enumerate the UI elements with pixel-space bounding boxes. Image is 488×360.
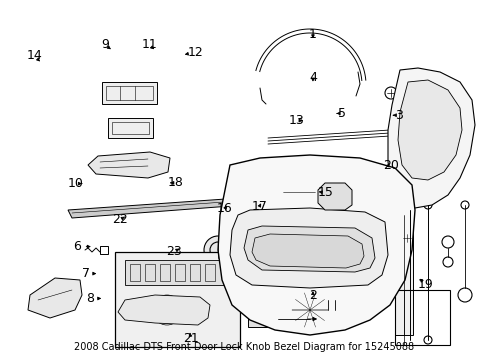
Bar [409,95,449,117]
Polygon shape [251,234,363,268]
Polygon shape [118,295,209,325]
Bar [319,310,337,328]
Bar [125,260,224,285]
Text: 15: 15 [317,186,332,199]
Text: 21: 21 [183,332,198,345]
Text: 22: 22 [112,213,127,226]
Text: 20: 20 [383,159,398,172]
Text: 3: 3 [394,109,402,122]
Text: 16: 16 [217,202,232,215]
Text: 7: 7 [81,267,89,280]
Polygon shape [317,183,351,210]
Bar [160,264,170,281]
Bar [247,312,278,327]
Bar [394,215,412,335]
Text: 1: 1 [308,28,316,41]
Text: 17: 17 [251,201,266,213]
Polygon shape [397,80,461,180]
Bar [102,82,157,104]
Bar [394,290,449,345]
Bar [130,264,140,281]
Text: 5: 5 [338,107,346,120]
Text: 9: 9 [101,39,109,51]
Bar [190,264,200,281]
Bar [175,264,184,281]
Circle shape [203,236,231,264]
Text: 13: 13 [288,114,304,127]
Text: 23: 23 [165,246,181,258]
Bar [404,130,452,160]
Bar [100,246,108,254]
Bar [108,118,153,138]
Text: 10: 10 [68,177,83,190]
Polygon shape [68,198,244,218]
Text: 2: 2 [308,289,316,302]
Text: 6: 6 [73,240,81,253]
Text: 11: 11 [141,39,157,51]
Text: 2008 Cadillac DTS Front Door Lock Knob Bezel Diagram for 15245088: 2008 Cadillac DTS Front Door Lock Knob B… [74,342,414,352]
Text: 14: 14 [26,49,42,62]
Polygon shape [244,226,374,272]
Polygon shape [218,155,414,335]
Bar [204,264,215,281]
Text: 8: 8 [86,292,94,305]
Polygon shape [28,278,82,318]
Text: 18: 18 [168,176,183,189]
Bar [115,252,240,347]
Bar [283,185,314,200]
Text: 4: 4 [308,71,316,84]
Bar [145,264,155,281]
Polygon shape [229,208,387,288]
Text: 12: 12 [187,46,203,59]
Polygon shape [88,152,170,178]
Text: 19: 19 [417,278,432,291]
Bar [112,122,149,134]
Bar [106,86,153,100]
Polygon shape [387,68,474,208]
